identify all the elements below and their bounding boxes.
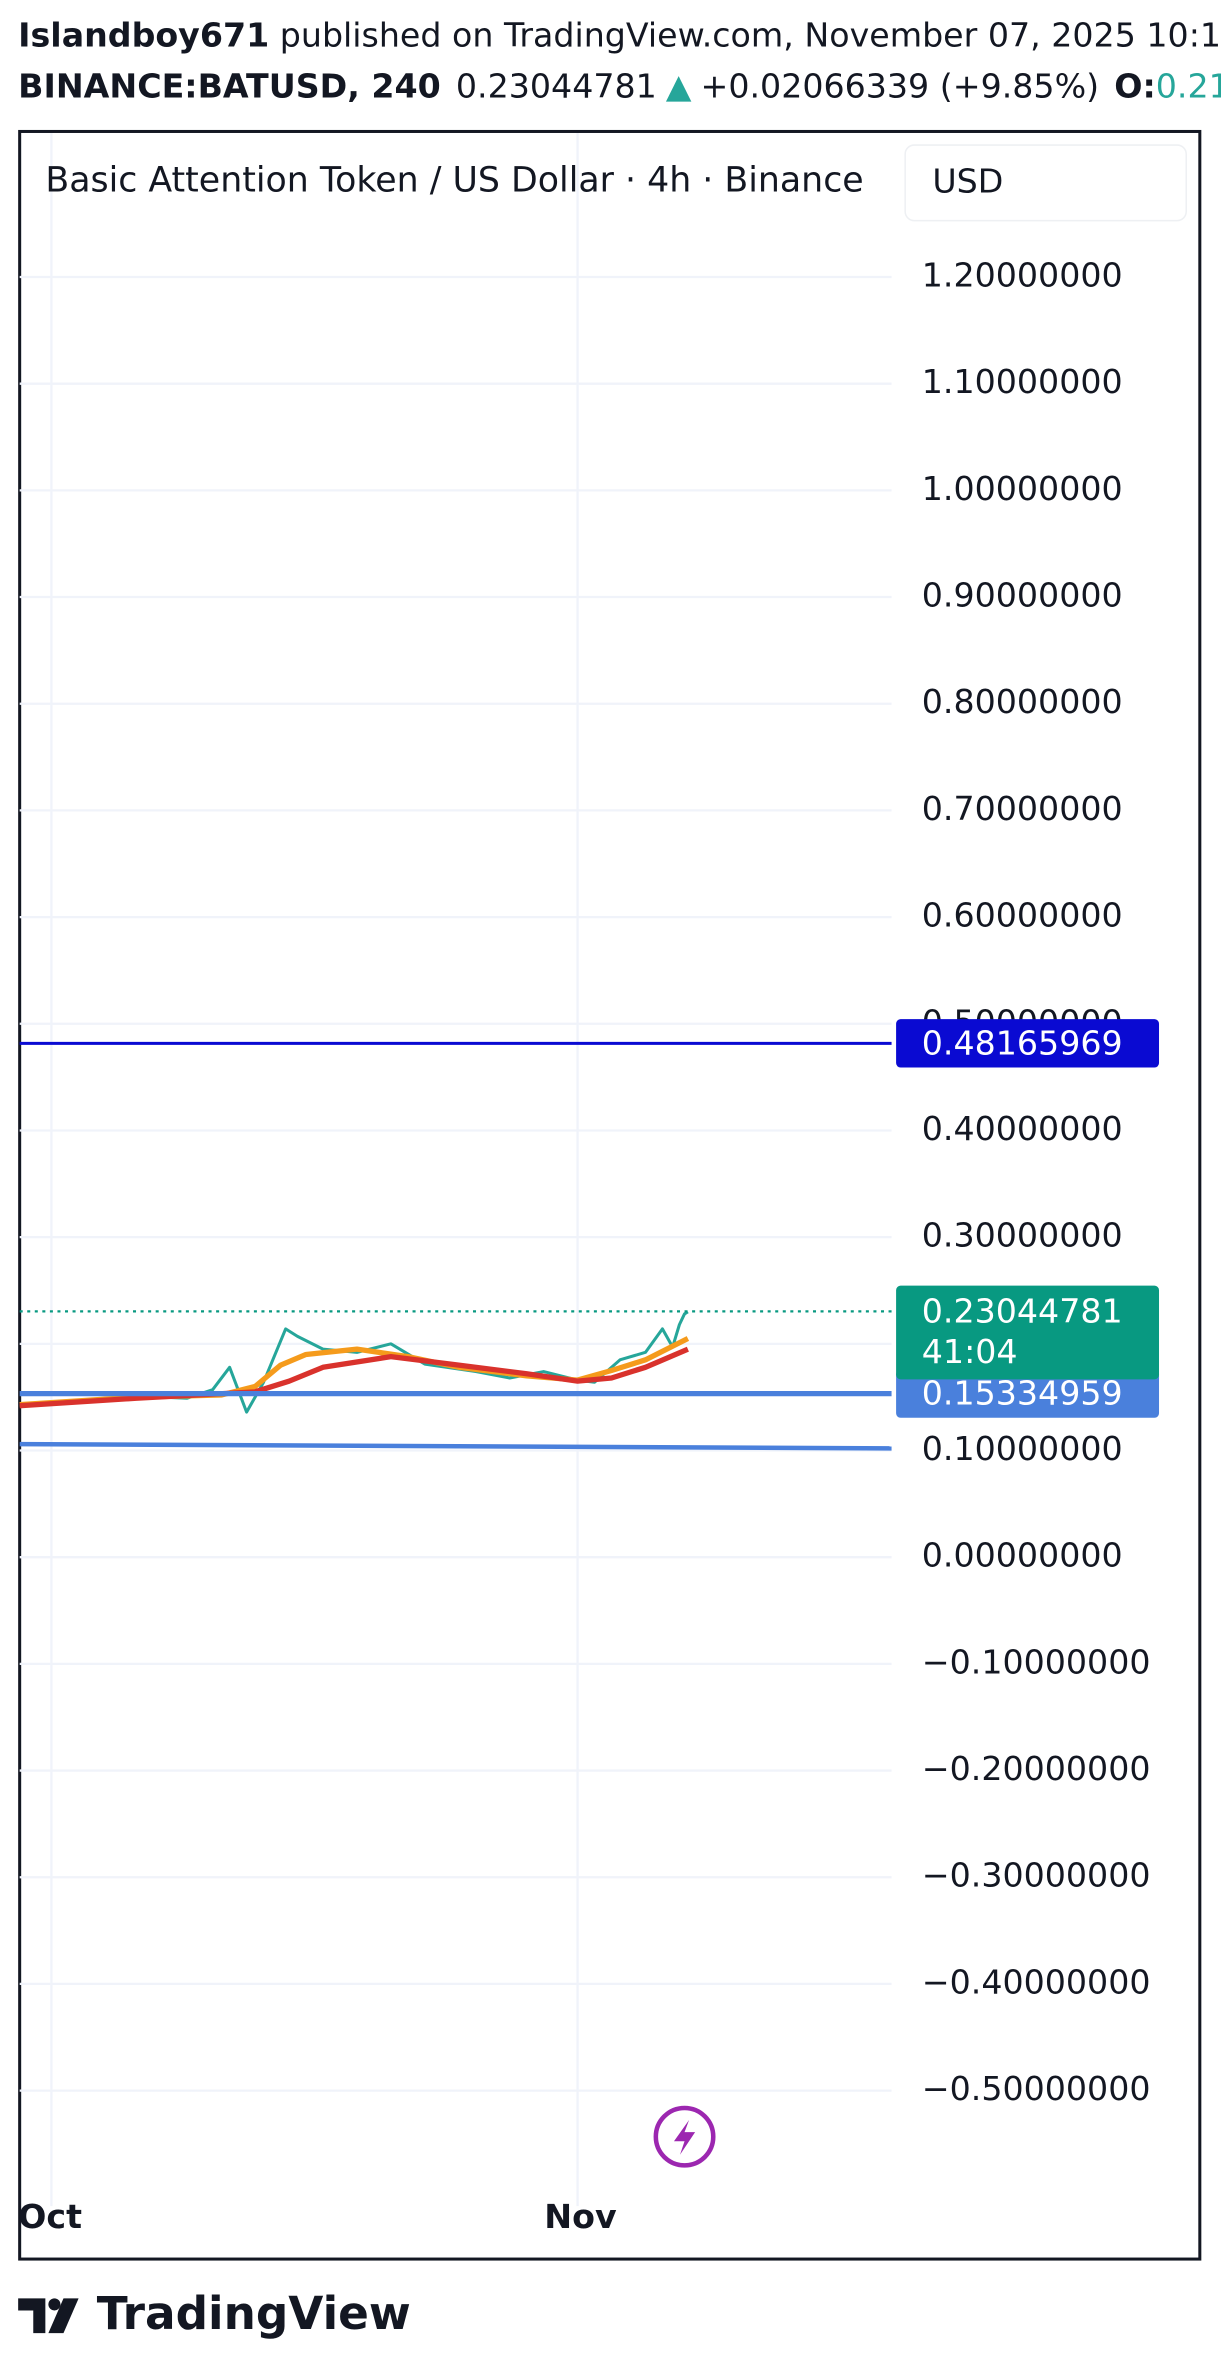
y-tick-label: −0.30000000	[922, 1856, 1151, 1895]
brand: TradingView	[97, 2287, 411, 2340]
y-tick-label: 0.30000000	[922, 1216, 1123, 1255]
header-line-1: Islandboy671 published on TradingView.co…	[18, 15, 1221, 54]
y-tick-label: −0.40000000	[922, 1962, 1151, 2001]
published: published on TradingView.com, November 0…	[269, 15, 1221, 54]
y-tick-label: −0.50000000	[922, 2069, 1151, 2108]
logo-v	[48, 2298, 79, 2334]
last-price-label: 0.23044781	[922, 1291, 1123, 1330]
currency[interactable]: USD	[932, 161, 1003, 200]
y-tick-label: 1.20000000	[922, 255, 1123, 294]
header-line-2: BINANCE:BATUSD, 240 0.23044781 ▲ +0.0206633…	[18, 66, 1221, 105]
lightning-icon[interactable]	[653, 2105, 716, 2168]
lightning-glyph	[673, 2120, 696, 2155]
symbol: BINANCE:BATUSD, 240	[18, 66, 441, 105]
plot: Oct Nov 1.20000000 1.10000000 1.00000000 0.90…	[18, 132, 1160, 2236]
y-tick-label: 1.10000000	[922, 362, 1123, 401]
y-tick-label: 0.00000000	[922, 1536, 1123, 1575]
open-label: O:	[1114, 66, 1156, 105]
level-label: 0.48165969	[922, 1023, 1123, 1062]
level-badge	[896, 1019, 1160, 1068]
open-value: 0.215	[1156, 66, 1221, 105]
currency-box[interactable]	[904, 144, 1187, 222]
level-label: 0.15334959	[922, 1374, 1123, 1413]
last-price-badge	[896, 1285, 1160, 1380]
trendline	[19, 1441, 892, 1451]
x-tick-label: Nov	[544, 2197, 617, 2236]
y-tick-label: 0.10000000	[922, 1429, 1123, 1468]
y-tick-label: 0.80000000	[922, 682, 1123, 721]
logo-dot	[48, 2298, 61, 2311]
last-price: 0.23044781	[456, 66, 657, 105]
y-tick-label: −0.10000000	[922, 1642, 1151, 1681]
y-tick-label: 0.70000000	[922, 789, 1123, 828]
chart-frame	[18, 129, 1202, 2261]
x-tick-label: Oct	[18, 2197, 82, 2236]
author: Islandboy671	[18, 15, 269, 54]
change: +0.02066339 (+9.85%)	[700, 66, 1099, 105]
y-tick-label: 1.00000000	[922, 469, 1123, 508]
logo-t	[18, 2298, 46, 2334]
level-badge	[896, 1369, 1160, 1418]
chart-title: Basic Attention Token / US Dollar · 4h ·…	[45, 160, 863, 200]
brand-logo: TradingView	[18, 2287, 411, 2340]
y-tick-label: −0.20000000	[922, 1749, 1151, 1788]
arrow: ▲	[666, 66, 692, 105]
countdown-label: 41:04	[922, 1332, 1018, 1371]
y-tick-label: 0.60000000	[922, 896, 1123, 935]
y-tick-label: 0.90000000	[922, 576, 1123, 615]
y-tick-label: 0.40000000	[922, 1109, 1123, 1148]
